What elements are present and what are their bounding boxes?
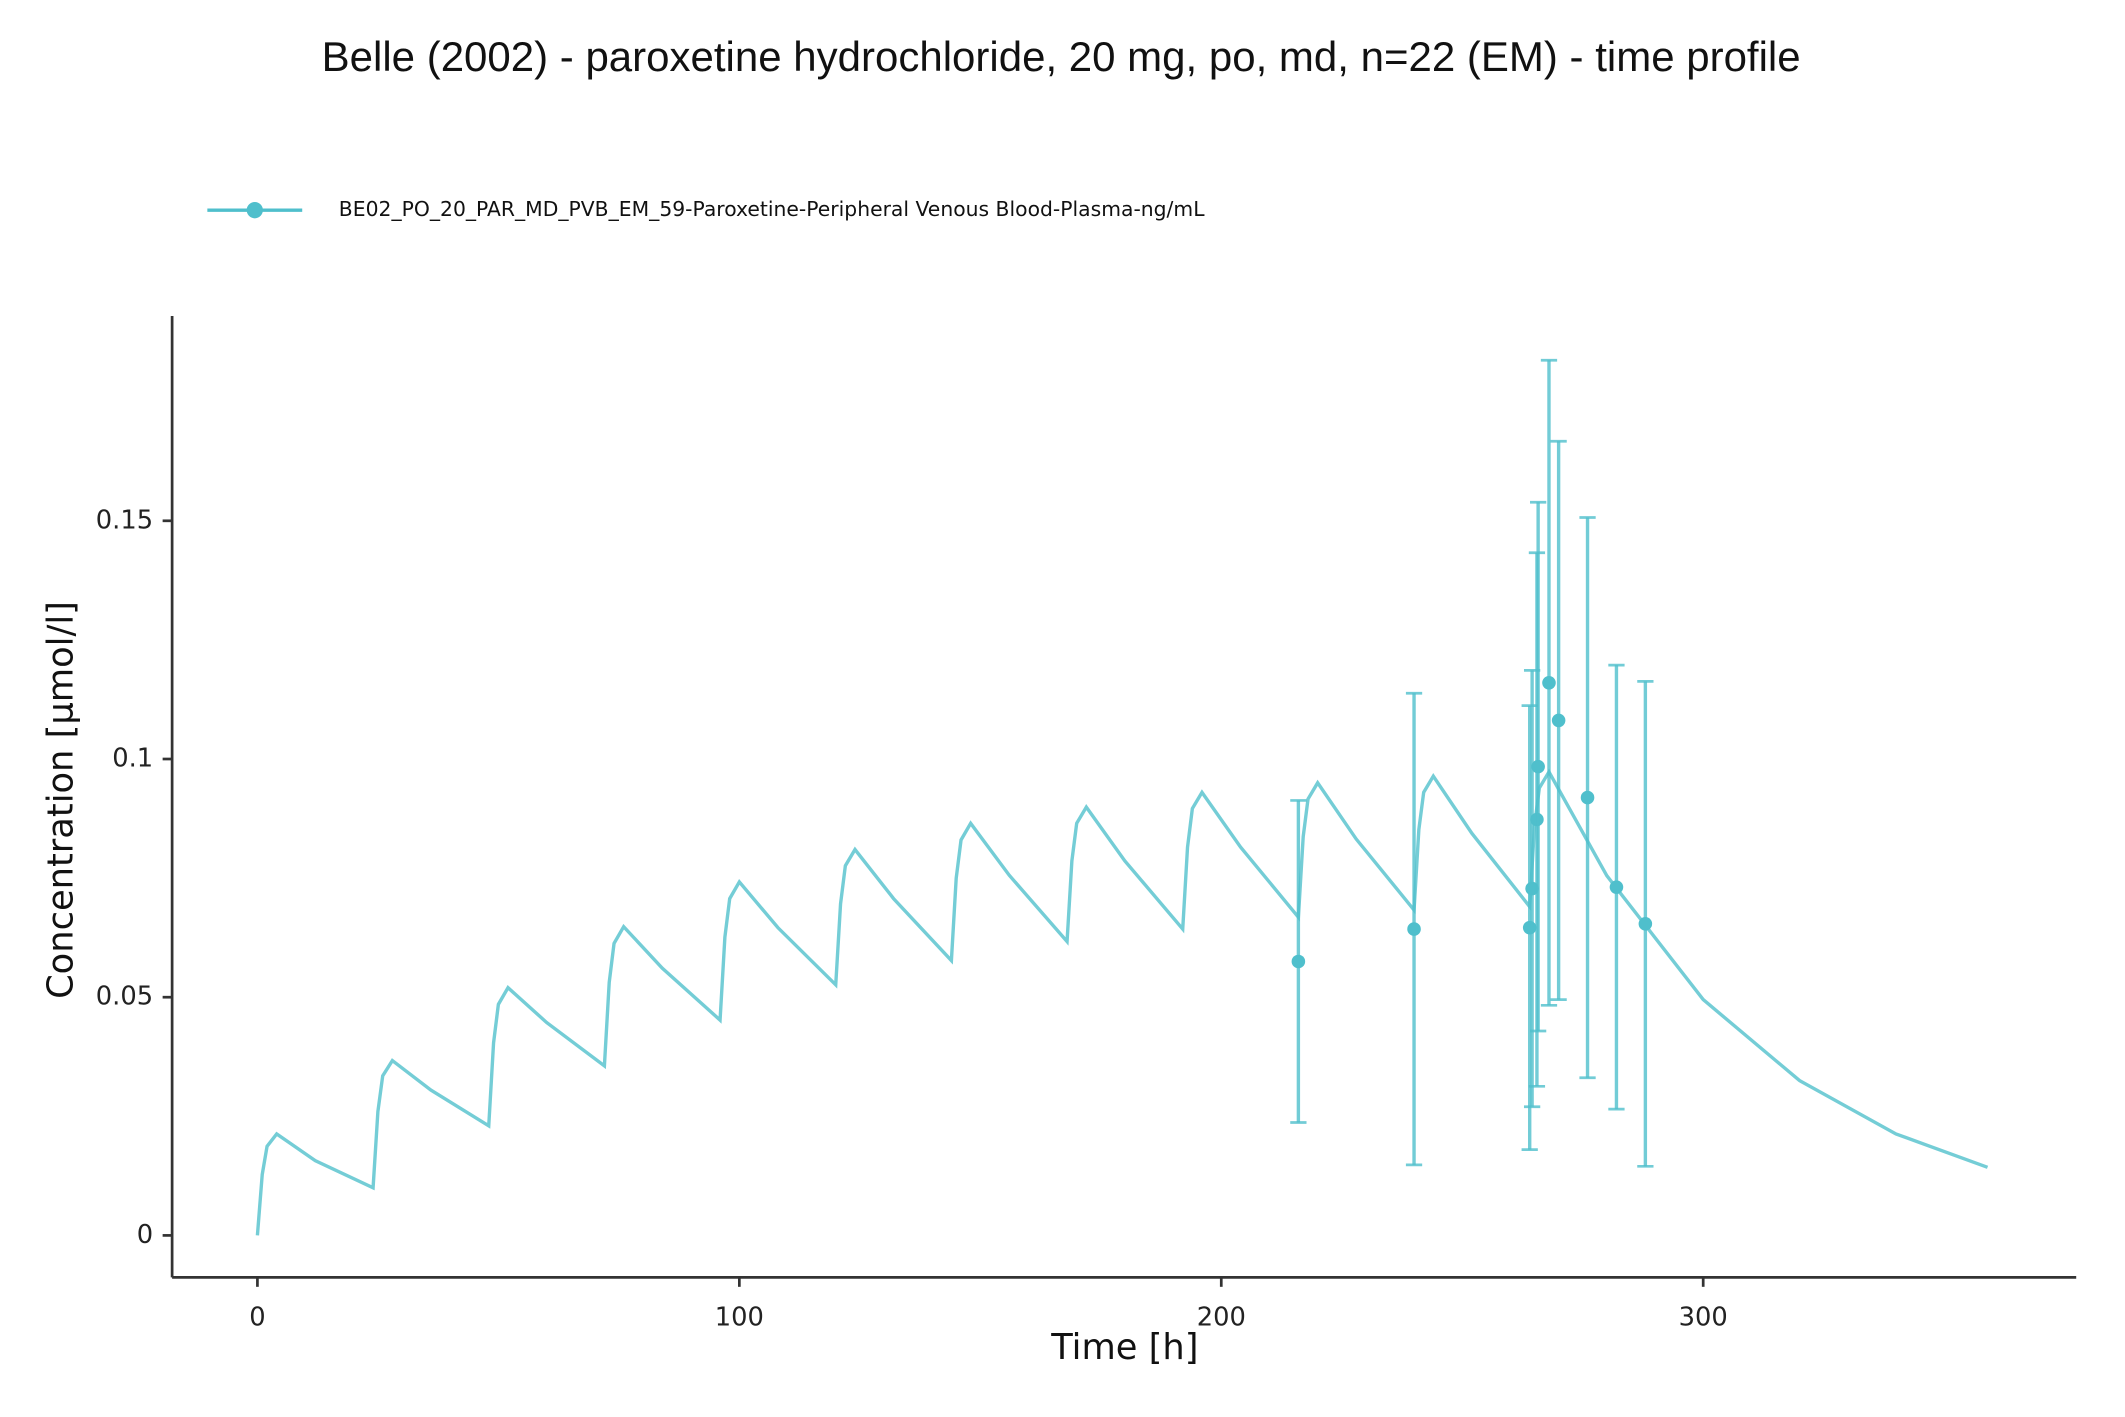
simulated-line [255, 768, 1989, 1236]
x-tick-label: 0 [249, 1303, 265, 1333]
data-point [1531, 759, 1545, 774]
chart-title: Belle (2002) - paroxetine hydrochloride,… [322, 33, 1801, 80]
data-point [1522, 920, 1537, 935]
y-tick-label: 0.1 [112, 743, 153, 773]
y-tick-label: 0.05 [96, 982, 153, 1012]
data-point [1551, 713, 1566, 728]
data-point [1291, 954, 1306, 969]
data-point [1407, 922, 1421, 936]
y-tick-label: 0 [137, 1220, 153, 1250]
x-tick-label: 100 [715, 1303, 764, 1333]
x-axis-title: Time [h] [1050, 1327, 1198, 1368]
data-point [1609, 880, 1624, 894]
data-point [1542, 675, 1556, 690]
legend-label: BE02_PO_20_PAR_MD_PVB_EM_59-Paroxetine-P… [339, 197, 1205, 222]
data-point [1638, 917, 1653, 931]
y-axis-title: Concentration [µmol/l] [40, 601, 81, 999]
legend-marker [246, 202, 263, 219]
x-tick-label: 300 [1679, 1303, 1728, 1333]
x-tick-label: 200 [1197, 1303, 1246, 1333]
y-tick-label: 0.15 [96, 505, 153, 535]
data-point [1580, 790, 1595, 805]
